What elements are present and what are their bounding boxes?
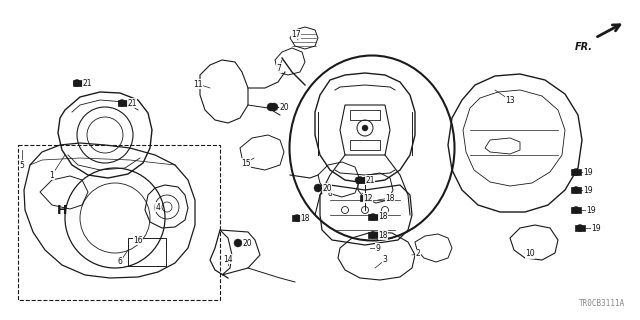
Text: 20: 20: [242, 238, 252, 247]
Polygon shape: [118, 100, 128, 106]
Text: 6: 6: [118, 258, 122, 267]
Text: 16: 16: [133, 236, 143, 244]
Circle shape: [573, 169, 579, 175]
Polygon shape: [571, 207, 581, 213]
Text: 21: 21: [365, 175, 375, 185]
Text: FR.: FR.: [575, 42, 593, 52]
Circle shape: [355, 177, 361, 183]
Circle shape: [573, 206, 579, 213]
Circle shape: [369, 213, 376, 220]
Text: 19: 19: [583, 186, 593, 195]
Text: 18: 18: [300, 213, 310, 222]
Text: TR0CB3111A: TR0CB3111A: [579, 299, 625, 308]
Text: 17: 17: [291, 29, 301, 38]
Polygon shape: [292, 215, 302, 221]
Circle shape: [118, 100, 125, 107]
Polygon shape: [360, 195, 370, 201]
Circle shape: [74, 79, 81, 86]
Text: 19: 19: [586, 205, 596, 214]
Circle shape: [369, 231, 376, 238]
Bar: [18, 145, 220, 300]
Text: H: H: [57, 204, 67, 217]
Text: 21: 21: [127, 99, 137, 108]
Circle shape: [573, 187, 579, 194]
Text: 15: 15: [241, 158, 251, 167]
Circle shape: [577, 225, 584, 231]
Circle shape: [362, 195, 369, 202]
Polygon shape: [575, 225, 585, 231]
Text: 10: 10: [525, 250, 535, 259]
Circle shape: [314, 184, 322, 192]
Text: 9: 9: [376, 244, 380, 252]
Text: 19: 19: [583, 167, 593, 177]
Circle shape: [234, 239, 242, 247]
Circle shape: [267, 103, 275, 111]
Text: 18: 18: [385, 194, 395, 203]
Circle shape: [294, 214, 301, 221]
Text: 11: 11: [193, 79, 203, 89]
Polygon shape: [571, 187, 581, 193]
Text: 19: 19: [591, 223, 601, 233]
Polygon shape: [356, 177, 366, 183]
Text: 4: 4: [156, 203, 161, 212]
Circle shape: [362, 125, 368, 131]
Text: 21: 21: [83, 78, 92, 87]
Text: 20: 20: [279, 102, 289, 111]
Text: 18: 18: [378, 230, 388, 239]
Text: 18: 18: [378, 212, 388, 220]
Text: 5: 5: [20, 161, 24, 170]
Text: 12: 12: [364, 194, 372, 203]
Text: 3: 3: [383, 255, 387, 265]
Polygon shape: [73, 80, 83, 86]
Polygon shape: [368, 214, 378, 220]
Text: 1: 1: [50, 171, 54, 180]
Text: 2: 2: [415, 250, 420, 259]
Text: 20: 20: [322, 183, 332, 193]
Polygon shape: [571, 169, 581, 175]
Text: 7: 7: [276, 63, 282, 73]
Text: 8: 8: [328, 188, 332, 197]
Polygon shape: [368, 232, 378, 238]
Bar: [128, 238, 166, 266]
Circle shape: [356, 177, 364, 183]
Text: 13: 13: [505, 95, 515, 105]
Text: 14: 14: [223, 254, 233, 263]
Circle shape: [270, 103, 278, 111]
